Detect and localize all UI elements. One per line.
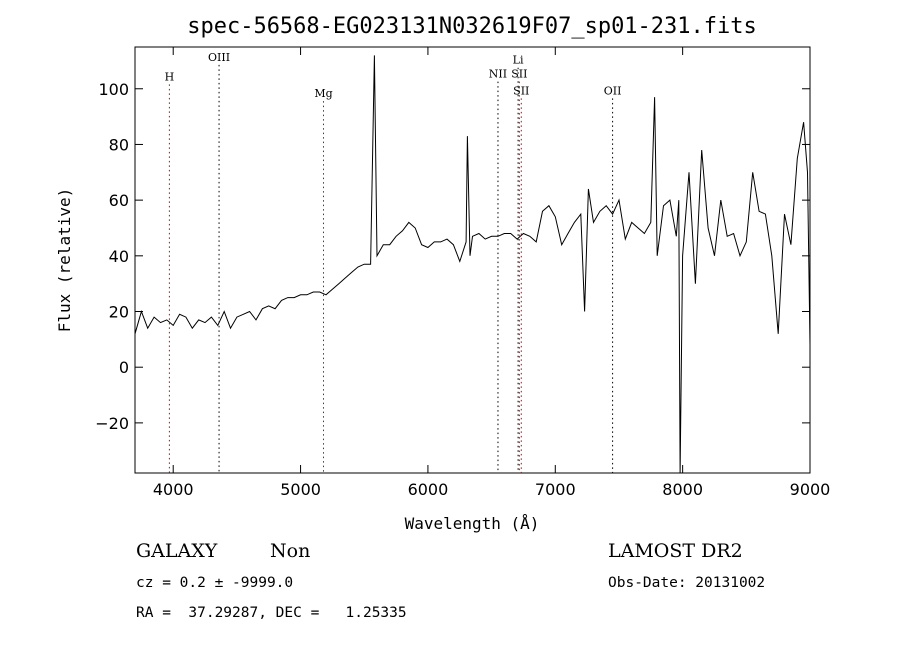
x-tick-label: 5000: [280, 480, 321, 499]
chart-title: spec-56568-EG023131N032619F07_sp01-231.f…: [187, 14, 757, 39]
line-label: H: [165, 70, 175, 83]
line-label: NII: [489, 68, 507, 81]
line-label: SII: [513, 84, 529, 97]
line-label: Li: [513, 54, 524, 67]
y-tick-label: 80: [109, 135, 129, 154]
line-label: OII: [604, 84, 622, 97]
observation-date: Obs-Date: 20131002: [608, 575, 766, 591]
y-tick-label: 40: [109, 247, 129, 266]
y-tick-label: 20: [109, 303, 129, 322]
object-class: GALAXY: [136, 540, 218, 562]
survey-name: LAMOST DR2: [608, 540, 743, 562]
axis-ticks: 4000 5000 6000 7000 8000 9000 −20 0 20 40 60 80 100: [95, 47, 830, 499]
line-label: OIII: [208, 51, 230, 64]
x-tick-label: 8000: [662, 480, 703, 499]
y-tick-label: −20: [95, 414, 129, 433]
line-label: Mg: [314, 87, 332, 100]
x-tick-label: 9000: [790, 480, 831, 499]
ra-dec-coordinates: RA = 37.29287, DEC = 1.25335: [136, 605, 407, 621]
object-subclass: Non: [270, 540, 311, 562]
y-tick-label: 60: [109, 191, 129, 210]
y-tick-label: 0: [119, 358, 129, 377]
x-tick-label: 6000: [408, 480, 449, 499]
x-tick-label: 7000: [535, 480, 576, 499]
y-axis-label: Flux (relative): [55, 188, 74, 333]
line-label: SII: [511, 68, 527, 81]
y-tick-label: 100: [98, 80, 129, 99]
x-axis-label: Wavelength (Å): [405, 514, 540, 533]
spectrum-line: [134, 55, 811, 474]
plot-frame: [134, 46, 811, 474]
redshift-cz: cz = 0.2 ± -9999.0: [136, 575, 294, 591]
x-tick-label: 4000: [153, 480, 194, 499]
